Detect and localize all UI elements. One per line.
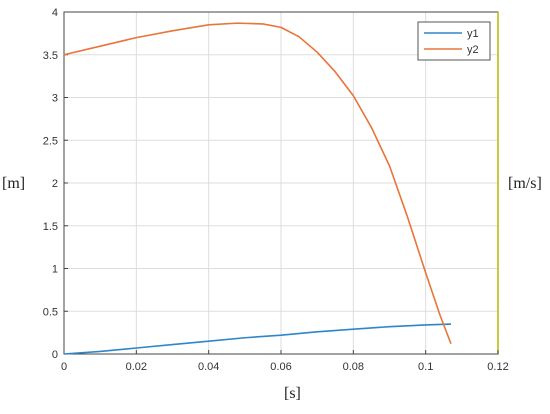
legend-label-y2: y2 bbox=[467, 44, 479, 56]
left-y-axis-label: [m] bbox=[2, 175, 25, 192]
legend: y1 y2 bbox=[417, 21, 491, 61]
x-tick-label: 0.12 bbox=[487, 361, 508, 373]
right-y-axis-label: [m/s] bbox=[508, 175, 542, 192]
series-layer bbox=[63, 22, 452, 355]
y-tick-label: 3 bbox=[52, 93, 58, 105]
x-tick-label: 0.04 bbox=[198, 361, 219, 373]
series-line-y2 bbox=[63, 22, 452, 345]
y-tick-label: 2 bbox=[52, 178, 58, 190]
y-tick-label: 1.5 bbox=[43, 221, 58, 233]
y-tick-label: 3.5 bbox=[43, 50, 58, 62]
y-tick-label: 0 bbox=[52, 349, 58, 361]
legend-box bbox=[417, 21, 491, 61]
legend-label-y1: y1 bbox=[467, 28, 479, 40]
x-tick-label: 0.1 bbox=[418, 361, 433, 373]
x-tick-label: 0.06 bbox=[270, 361, 291, 373]
x-axis-label: [s] bbox=[284, 385, 301, 402]
x-tick-label: 0 bbox=[61, 361, 67, 373]
axis-ticks: 0 0.02 0.04 0.06 0.08 0.1 0.12 0 0.5 1 1.5 2 2.5 3 3.5… bbox=[43, 7, 509, 373]
series-line-y1 bbox=[63, 323, 452, 355]
y-tick-label: 4 bbox=[52, 7, 58, 19]
y-tick-label: 2.5 bbox=[43, 135, 58, 147]
x-tick-label: 0.02 bbox=[126, 361, 147, 373]
y-tick-label: 0.5 bbox=[43, 306, 58, 318]
grid-lines bbox=[63, 11, 499, 355]
x-tick-label: 0.08 bbox=[343, 361, 364, 373]
y-tick-label: 1 bbox=[52, 264, 58, 276]
